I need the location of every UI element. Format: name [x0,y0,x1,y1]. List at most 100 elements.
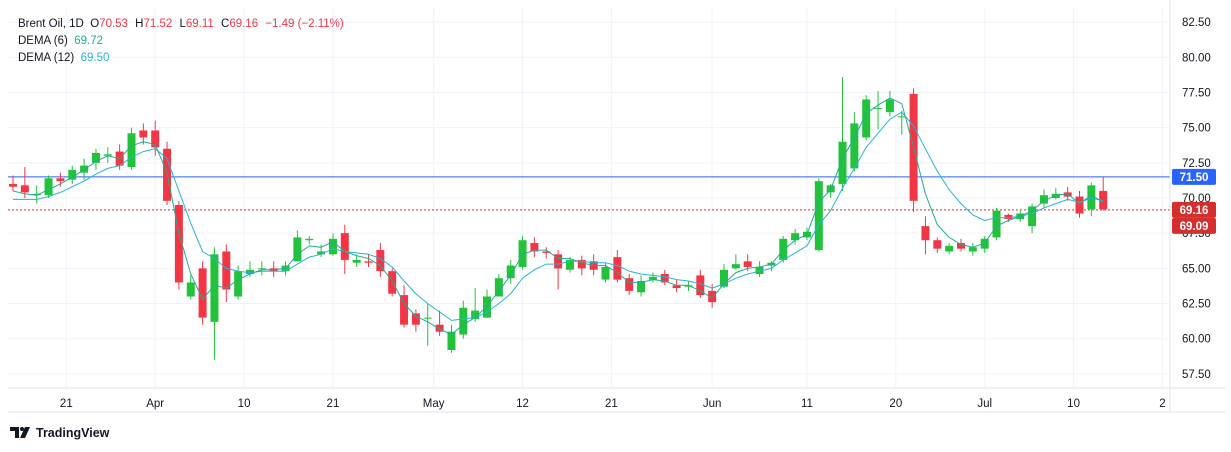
high-label: H [135,18,144,30]
candle-body [708,290,717,303]
candle [222,244,231,303]
candle-body [565,259,574,270]
candle-body [317,251,326,255]
candle [198,261,207,325]
price-tick-label: 75.00 [1182,123,1211,135]
candle [933,237,942,253]
candle [435,310,444,336]
candle [862,95,871,141]
dema12-line [13,111,1104,321]
candle [1039,189,1048,208]
time-tick-label: 21 [327,398,340,410]
candle [672,279,681,293]
candle [151,120,160,156]
candle-body [696,275,705,296]
candle-body [32,193,41,196]
candle [530,237,539,258]
candle-body [992,210,1001,238]
candle [791,228,800,245]
candle [874,91,883,130]
candle [388,268,397,297]
candle-body [459,307,468,335]
tradingview-logo[interactable]: TradingView [10,426,109,440]
close-label: C [221,18,230,30]
candle [850,112,859,172]
candle [1099,176,1108,211]
low-value: 69.11 [185,18,214,30]
hline-price-tag: 71.50 [1180,172,1209,184]
candle-body [672,285,681,289]
candle [186,275,195,300]
dema12-row[interactable]: DEMA (12) 69.50 [18,50,348,67]
candle [731,254,740,270]
symbol-title[interactable]: Brent Oil, 1D [18,18,84,30]
candle [293,230,302,262]
candle [20,167,29,198]
candle-body [779,238,788,260]
grid-lines [8,8,1170,388]
candle-body [613,257,622,280]
candle [257,261,266,276]
candle-body [530,243,539,252]
low-label: L [179,18,186,30]
candle-body [945,245,954,252]
candle [779,236,788,263]
candle-body [80,165,89,173]
candle-body [1039,195,1048,204]
candle-body [246,269,254,274]
candle [554,250,563,290]
candle-body [376,250,385,272]
candle-body [648,276,657,280]
candle [459,300,468,339]
price-tick-label: 57.50 [1182,369,1211,381]
candle-body [542,251,551,253]
candle-body [91,152,100,163]
dema6-value: 69.72 [74,35,104,47]
candle-body [151,130,160,148]
hline-price-tag-bg [1172,168,1216,185]
candle-body [684,285,693,287]
candle-body [897,116,906,118]
price-tick-label: 62.50 [1182,299,1211,311]
candle [755,261,764,277]
candle-body [1087,185,1096,210]
candle-body [139,130,148,138]
candle [980,236,989,253]
candle-body [850,123,859,169]
horizontal-lines [8,176,1170,211]
candle-body [388,271,397,294]
candle [44,175,53,198]
candle-body [328,238,337,255]
candle-body [933,240,942,249]
candle [684,281,693,291]
dema6-row[interactable]: DEMA (6) 69.72 [18,33,348,50]
open-value: 70.53 [99,18,128,30]
candle [613,250,622,283]
candle [9,175,17,191]
price-tick-label: 65.00 [1182,263,1211,275]
candle [637,275,646,297]
dema-price-tag-bg [1172,217,1216,234]
candle-body [210,254,219,322]
candle-body [743,261,752,267]
time-tick-label: 11 [801,398,813,410]
candle-body [68,169,77,180]
candle [518,236,527,270]
candle-body [305,238,314,241]
candle-body [471,310,480,320]
candle-body [885,99,894,113]
candle [423,303,432,346]
candle [885,91,894,117]
candle [400,285,409,328]
candle [139,123,148,145]
candle [68,165,77,184]
time-tick-label: May [423,398,445,410]
candle [826,183,835,198]
candle [103,147,112,163]
last-price-tag-bg [1172,201,1216,218]
candle [80,158,89,180]
dema12-value: 69.50 [80,52,110,64]
price-tags: 71.50 69.16 69.09 [1172,168,1216,234]
time-axis[interactable]: 21 Apr 10 21 May 12 21 Jun 11 20 Jul 10 2 [8,387,1225,413]
